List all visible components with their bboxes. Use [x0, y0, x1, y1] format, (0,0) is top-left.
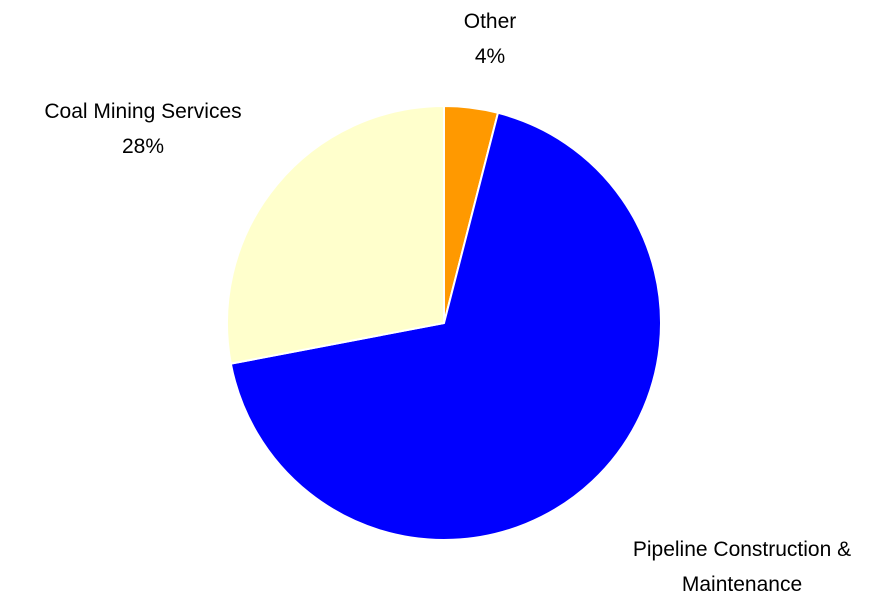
- slice-labels: Other 4% Pipeline Construction & Maintenanc…: [44, 10, 851, 608]
- pie-slice-pipeline-construction-maintenance: [229, 111, 662, 541]
- slice-name-label: Coal Mining Services: [44, 100, 241, 123]
- pie-slice-coal-mining-services: [226, 105, 445, 365]
- slice-value-label: 28%: [122, 135, 164, 158]
- slice-label-pipeline-construction-maintenance: Pipeline Construction &Maintenance68%: [633, 538, 851, 608]
- pie-slices: [226, 105, 662, 541]
- slice-name-label: Pipeline Construction &: [633, 538, 851, 561]
- slice-value-label: 4%: [475, 45, 505, 68]
- slice-label-other: Other 4%: [464, 10, 517, 68]
- slice-label-coal-mining-services: Coal Mining Services 28%: [44, 100, 241, 158]
- slice-name-label: Other: [464, 10, 517, 33]
- slice-name-label: Maintenance: [682, 573, 802, 596]
